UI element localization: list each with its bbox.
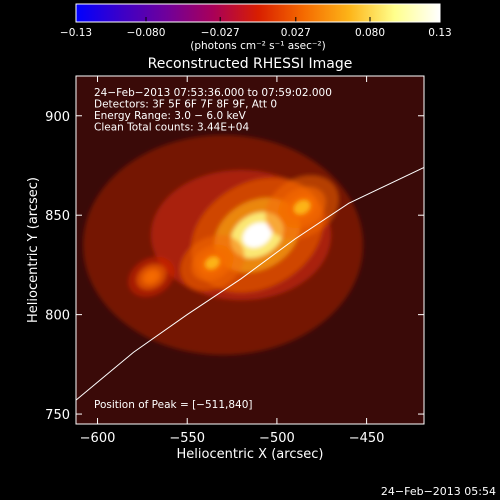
colorbar-unit-label: (photons cm⁻² s⁻¹ asec⁻²) — [190, 40, 325, 52]
y-axis-label: Heliocentric Y (arcsec) — [26, 177, 41, 323]
y-tick-label: 750 — [45, 408, 70, 423]
observation-info-line: Energy Range: 3.0 − 6.0 keV — [94, 110, 247, 122]
plot-frame — [75, 75, 425, 425]
x-tick-label: −500 — [259, 431, 295, 446]
y-tick-label: 850 — [45, 209, 70, 224]
observation-info: 24−Feb−2013 07:53:36.000 to 07:59:02.000… — [94, 87, 332, 134]
solar-limb-line — [76, 167, 424, 401]
footer-timestamp: 24−Feb−2013 05:54 — [381, 485, 496, 498]
colorbar-tick-label: −0.13 — [60, 27, 92, 39]
colorbar-ticks: −0.13 −0.080 −0.027 0.027 0.080 0.13 — [60, 3, 452, 39]
chart-title: Reconstructed RHESSI Image — [148, 56, 353, 72]
colorbar-tick-label: 0.027 — [281, 27, 311, 39]
observation-info-line: 24−Feb−2013 07:53:36.000 to 07:59:02.000 — [94, 87, 332, 99]
emission-source — [146, 272, 157, 282]
emission-source — [293, 200, 311, 215]
colorbar-tick-label: 0.080 — [355, 27, 385, 39]
x-axis-label: Heliocentric X (arcsec) — [177, 447, 324, 462]
y-tick-label: 900 — [45, 110, 70, 125]
x-axis-ticks: −600 −550 −500 −450 — [80, 76, 385, 446]
colorbar-tick-label: −0.080 — [127, 27, 166, 39]
heatmap-image — [76, 76, 424, 424]
x-tick-label: −550 — [169, 431, 205, 446]
x-tick-label: −450 — [349, 431, 385, 446]
emission-source — [205, 256, 220, 270]
emission-source — [242, 222, 272, 248]
x-tick-label: −600 — [80, 431, 116, 446]
colorbar-tick-label: 0.13 — [428, 27, 451, 39]
observation-info-line: Clean Total counts: 3.44E+04 — [94, 122, 249, 134]
y-axis-ticks: 750 800 850 900 — [45, 110, 424, 423]
colorbar — [76, 4, 440, 22]
colorbar-frame — [75, 3, 441, 23]
observation-info-line: Detectors: 3F 5F 6F 7F 8F 9F, Att 0 — [94, 99, 277, 111]
peak-position-label: Position of Peak = [−511,840] — [94, 399, 253, 411]
y-tick-label: 800 — [45, 309, 70, 324]
colorbar-tick-label: −0.027 — [201, 27, 240, 39]
